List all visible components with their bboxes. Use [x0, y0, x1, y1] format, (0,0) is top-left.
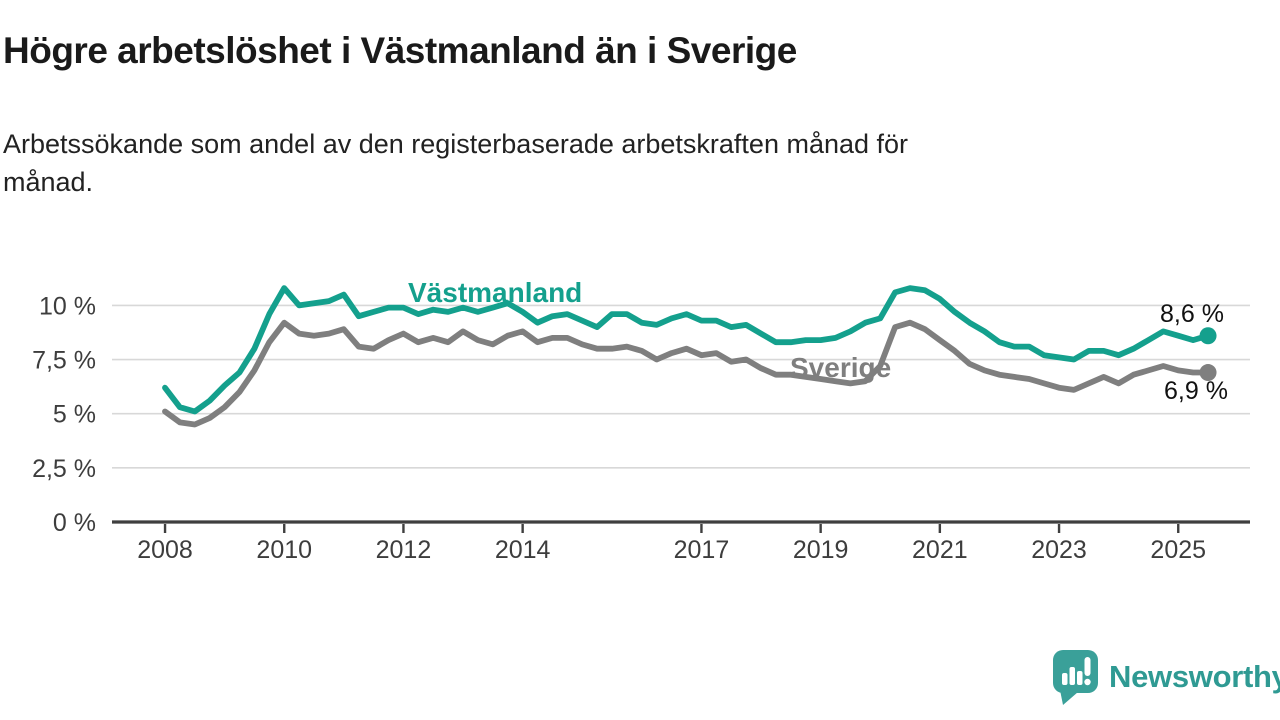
sverige-line: [162, 319, 1211, 428]
x-axis-tick-label: 2008: [137, 536, 193, 564]
x-axis-tick-label: 2025: [1150, 536, 1206, 564]
y-axis-tick-label: 5 %: [53, 401, 96, 429]
newsworthy-bubble-chart-icon: [1053, 650, 1098, 705]
x-axis-tick-label: 2010: [256, 536, 312, 564]
newsworthy-logo: Newsworthy: [1052, 648, 1280, 706]
sverige-series-label: Sverige: [790, 352, 891, 383]
västmanland-series-label: Västmanland: [408, 277, 582, 308]
x-axis-tick-label: 2012: [376, 536, 432, 564]
x-axis-tick-label: 2017: [674, 536, 730, 564]
y-axis-tick-label: 10 %: [39, 292, 96, 320]
x-axis-tick-label: 2019: [793, 536, 849, 564]
västmanland-line: [162, 285, 1211, 415]
x-axis-tick-label: 2023: [1031, 536, 1087, 564]
västmanland-end-value-label: 8,6 %: [1160, 300, 1224, 328]
sverige-end-value-label: 6,9 %: [1164, 377, 1228, 405]
newsworthy-wordmark: Newsworthy: [1109, 659, 1280, 694]
y-axis-tick-label: 0 %: [53, 509, 96, 537]
page-subtitle: Arbetssökande som andel av den registerb…: [3, 129, 909, 197]
page-title: Högre arbetslöshet i Västmanland än i Sv…: [3, 30, 797, 71]
sverige-end-dot: [1199, 364, 1217, 382]
x-axis-tick-label: 2014: [495, 536, 551, 564]
x-axis-tick-label: 2021: [912, 536, 968, 564]
västmanland-end-dot: [1199, 327, 1217, 345]
y-axis-tick-label: 2,5 %: [32, 455, 96, 483]
y-axis-tick-label: 7,5 %: [32, 347, 96, 375]
